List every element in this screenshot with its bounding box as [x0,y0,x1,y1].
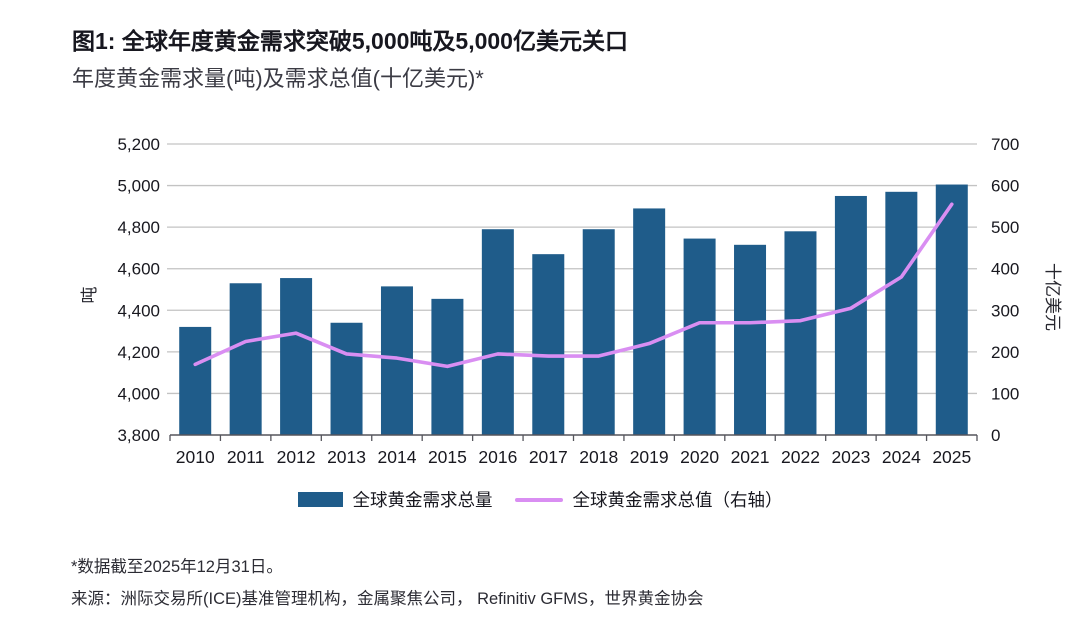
legend-label-total-demand: 全球黄金需求总量 [352,490,493,510]
x-tick-label: 2023 [831,447,870,467]
bar-2012 [280,278,313,435]
gold-demand-chart-canvas: 3,800 4,000 4,200 4,400 4,600 4,800 5,000 5,200… [80,135,1062,467]
bar-2023 [834,195,867,435]
x-tick-label: 2017 [529,447,568,467]
right-axis-tick-label: 100 [991,384,1019,403]
bar-2010 [179,326,212,435]
right-axis-tick-label: 600 [991,177,1019,196]
x-tick-label: 2020 [680,447,719,467]
x-tick-label: 2016 [478,447,517,467]
left-axis-tick-label: 4,400 [117,301,160,320]
right-axis-tick-label: 700 [991,135,1019,154]
bar-2011 [229,283,262,435]
left-axis-tick-label: 3,800 [117,426,160,445]
chart-subtitle: 年度黄金需求量(吨)及需求总值(十亿美元)* [72,66,484,91]
left-axis-tick-label: 4,800 [117,218,160,237]
x-tick-label: 2024 [882,447,921,467]
x-tick-label: 2014 [378,447,417,467]
bar-2016 [481,229,514,435]
right-axis-title: 十亿美元 [1043,263,1062,331]
x-tick-label: 2019 [630,447,669,467]
x-tick-label: 2015 [428,447,467,467]
left-axis-tick-label: 5,000 [117,177,160,196]
x-tick-label: 2021 [731,447,770,467]
demand-value-line [193,202,954,369]
legend-item-total-demand: 全球黄金需求总量 [297,487,493,512]
x-tick-label: 2011 [227,447,265,467]
right-axis-tick-label: 0 [991,426,1000,445]
bar-2018 [582,229,615,435]
left-axis-tick-label: 4,200 [117,343,160,362]
right-axis-tick-label: 300 [991,301,1019,320]
line-series-swatch [514,497,563,502]
x-tick-label: 2022 [781,447,820,467]
bar-2025 [935,184,968,435]
x-tick-label: 2013 [327,447,366,467]
footnote: *数据截至2025年12月31日。 [71,558,283,576]
bar-2017 [532,254,565,435]
source-line: 来源：洲际交易所(ICE)基准管理机构，金属聚焦公司， Refinitiv GF… [71,590,704,608]
bar-2013 [330,322,363,435]
bar-2021 [734,244,767,435]
left-axis-title: 吨 [80,287,99,304]
x-tick-label: 2010 [176,447,215,467]
left-axis-tick-label: 4,600 [117,260,160,279]
legend-item-total-value: 全球黄金需求总值（右轴） [514,487,783,512]
x-tick-label: 2018 [579,447,618,467]
bar-series-swatch [297,492,343,507]
left-axis-tick-label: 5,200 [117,135,160,154]
x-tick-label: 2012 [277,447,316,467]
x-tick-label: 2025 [932,447,971,467]
bar-2024 [885,191,918,435]
right-axis-tick-label: 200 [991,343,1019,362]
right-axis-tick-label: 400 [991,260,1019,279]
bar-2022 [784,231,817,435]
bar-2020 [683,238,716,435]
left-axis-tick-label: 4,000 [117,384,160,403]
legend-label-total-value: 全球黄金需求总值（右轴） [572,490,783,510]
bar-2019 [633,208,666,435]
right-axis-tick-label: 500 [991,218,1019,237]
chart-title: 图1: 全球年度黄金需求突破5,000吨及5,000亿美元关口 [72,28,628,54]
chart-legend: 全球黄金需求总量 全球黄金需求总值（右轴） [0,487,1080,512]
